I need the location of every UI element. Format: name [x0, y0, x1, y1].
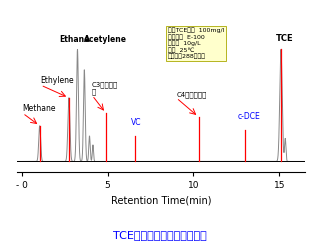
Text: VC: VC — [131, 118, 141, 127]
Text: Ethylene: Ethylene — [41, 76, 74, 85]
Text: Ethane: Ethane — [60, 35, 90, 44]
Text: Acetylene: Acetylene — [84, 35, 127, 44]
X-axis label: Retention Time(min): Retention Time(min) — [110, 195, 211, 205]
Text: C4炭化水素類: C4炭化水素類 — [176, 91, 207, 98]
Text: TCE分解中における分解産物: TCE分解中における分解産物 — [113, 230, 207, 240]
Text: C3炭化水素
類: C3炭化水素 類 — [92, 81, 118, 95]
Text: 初期TCE濃度  100mg/l
使用鉄粉  E-100
鉄粉量  10g/L
温度  25℃
分解開始288時間後: 初期TCE濃度 100mg/l 使用鉄粉 E-100 鉄粉量 10g/L 温度 … — [168, 28, 224, 59]
Text: TCE: TCE — [276, 34, 293, 43]
Text: c-DCE: c-DCE — [238, 112, 261, 121]
Text: Methane: Methane — [22, 104, 56, 113]
